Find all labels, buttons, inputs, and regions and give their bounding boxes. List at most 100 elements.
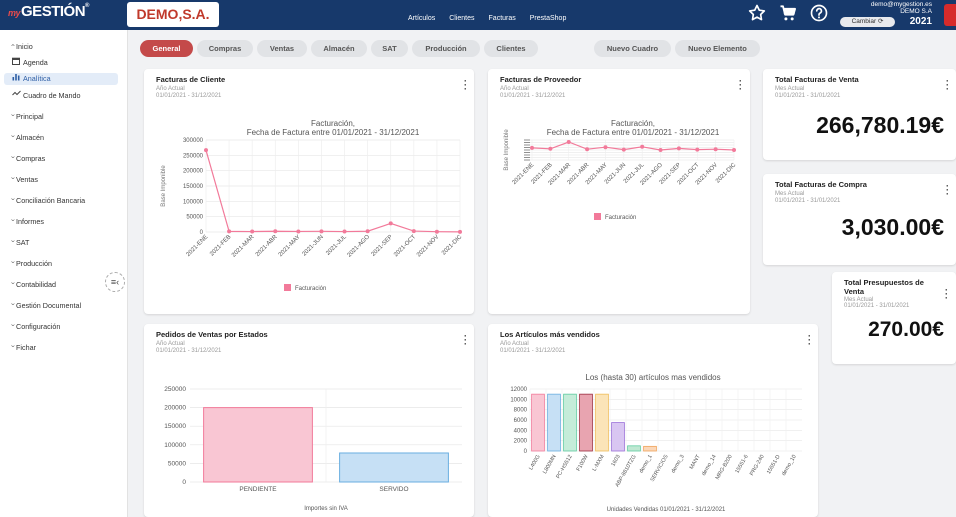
- sidebar-item-sat[interactable]: ›SAT: [8, 237, 29, 249]
- star-icon[interactable]: [747, 3, 767, 23]
- sidebar-item-compras[interactable]: ›Compras: [8, 153, 45, 165]
- data-point: [585, 147, 590, 152]
- calendar-icon: [12, 57, 23, 69]
- y-tick-label: 10000: [510, 397, 527, 403]
- card-menu-icon[interactable]: · · ·: [808, 331, 811, 349]
- bar: [627, 445, 641, 452]
- card-facturas-proveedor: Facturas de Proveedor Año Actual 01/01/2…: [488, 69, 750, 314]
- tab-general[interactable]: General: [140, 40, 193, 57]
- tab-sat[interactable]: SAT: [371, 40, 408, 57]
- tab-ventas[interactable]: Ventas: [257, 40, 307, 57]
- sidebar-item-gestion-documental[interactable]: ›Gestión Documental: [8, 300, 81, 312]
- nav-articulos[interactable]: Artículos: [408, 15, 436, 22]
- data-point: [530, 145, 534, 150]
- y-tick-label: 50000: [168, 460, 186, 467]
- sidebar-item-fichar[interactable]: ›Fichar: [8, 342, 36, 354]
- fiscal-year[interactable]: 2021: [909, 16, 932, 27]
- sidebar-item-inicio[interactable]: ‹Inicio: [8, 41, 33, 53]
- series-line: [531, 141, 735, 151]
- card-total-ventas: Total Facturas de Venta Mes Actual 01/01…: [763, 69, 956, 160]
- sidebar-item-configuracion[interactable]: ›Configuración: [8, 321, 60, 333]
- bar: [339, 452, 449, 483]
- logo-registered: ®: [85, 3, 89, 9]
- bar: [579, 393, 593, 452]
- bar: [531, 393, 545, 452]
- chart-title-line: Fecha de Factura entre 01/01/2021 - 31/1…: [247, 128, 420, 137]
- y-tick-label: 100000: [183, 199, 204, 205]
- tab-produccion[interactable]: Producción: [412, 40, 480, 57]
- notification-tab[interactable]: [944, 4, 956, 26]
- new-board-button[interactable]: Nuevo Cuadro: [594, 40, 671, 57]
- new-element-button[interactable]: Nuevo Elemento: [675, 40, 760, 57]
- data-point: [227, 229, 232, 234]
- card-menu-icon[interactable]: · · ·: [946, 76, 949, 94]
- data-point: [713, 147, 718, 152]
- card-menu-icon[interactable]: · · ·: [946, 181, 949, 199]
- x-tick-label: 2021-NOV: [416, 234, 440, 258]
- collapse-sidebar-icon[interactable]: ≡‹: [105, 272, 125, 292]
- chevron-down-icon: ›: [9, 114, 16, 117]
- card-menu-icon[interactable]: · · ·: [945, 285, 948, 303]
- dashboard-icon: [12, 90, 23, 102]
- series-line: [205, 150, 461, 233]
- data-point: [411, 229, 416, 234]
- y-tick-label: 4000: [514, 428, 528, 434]
- data-point: [365, 229, 370, 234]
- help-icon[interactable]: [809, 3, 829, 23]
- x-tick-label: demo_1: [639, 454, 654, 474]
- cart-icon[interactable]: [778, 3, 798, 23]
- x-tick-label: 2021-ABR: [255, 234, 279, 258]
- bar: [643, 445, 657, 452]
- sidebar-item-agenda[interactable]: Agenda: [12, 57, 48, 69]
- y-tick-label: 6000: [514, 418, 528, 424]
- sidebar-item-cuadro-de-mando[interactable]: Cuadro de Mando: [12, 90, 81, 102]
- chevron-down-icon: ›: [9, 324, 16, 327]
- card-menu-icon[interactable]: · · ·: [739, 76, 742, 94]
- card-menu-icon[interactable]: · · ·: [464, 331, 467, 349]
- sidebar-item-analitica[interactable]: Analítica: [4, 73, 118, 85]
- nav-facturas[interactable]: Facturas: [488, 15, 516, 22]
- tab-compras[interactable]: Compras: [197, 40, 253, 57]
- sidebar-item-contabilidad[interactable]: ›Contabilidad: [8, 279, 56, 291]
- sidebar-item-label: Fichar: [16, 343, 36, 352]
- sidebar-item-principal[interactable]: ›Principal: [8, 111, 44, 123]
- card-menu-icon[interactable]: · · ·: [464, 76, 467, 94]
- app-logo[interactable]: myGESTIÓN®: [8, 3, 89, 20]
- change-company-button[interactable]: Cambiar ⟳: [840, 17, 895, 27]
- nav-prestashop[interactable]: PrestaShop: [529, 15, 567, 22]
- sidebar-item-label: Analítica: [23, 74, 51, 83]
- y-tick-label: 2000: [514, 439, 528, 445]
- sidebar-item-ventas[interactable]: ›Ventas: [8, 174, 38, 186]
- data-point: [695, 147, 700, 152]
- nav-clientes[interactable]: Clientes: [449, 15, 475, 22]
- sidebar-item-produccion[interactable]: ›Producción: [8, 258, 52, 270]
- card-period: Mes Actual: [844, 297, 874, 303]
- y-tick-label: 0: [182, 479, 186, 486]
- sidebar-item-label: Principal: [16, 112, 44, 121]
- sidebar-item-label: Almacén: [16, 133, 44, 142]
- sidebar-item-label: Ventas: [16, 175, 38, 184]
- user-company: DEMO S.A: [900, 8, 932, 15]
- data-point: [342, 229, 347, 234]
- sidebar-item-label: Compras: [16, 154, 46, 163]
- data-point: [676, 146, 681, 151]
- card-range: 01/01/2021 - 31/12/2021: [156, 348, 222, 354]
- card-title: Facturas de Cliente: [156, 75, 226, 84]
- sidebar-item-label: Contabilidad: [16, 280, 56, 289]
- company-button[interactable]: DEMO,S.A.: [127, 2, 219, 27]
- card-total-compra: Total Facturas de Compra Mes Actual 01/0…: [763, 174, 956, 265]
- y-tick-label: 200000: [183, 169, 204, 175]
- sidebar-item-almacen[interactable]: ›Almacén: [8, 132, 44, 144]
- data-point: [566, 140, 571, 144]
- x-tick-label: 2021-SEP: [371, 234, 395, 258]
- card-period: Año Actual: [156, 86, 185, 92]
- tab-almacen[interactable]: Almacén: [311, 40, 367, 57]
- tab-clientes[interactable]: Clientes: [484, 40, 538, 57]
- x-tick-label: L800MN: [542, 454, 558, 475]
- sidebar-item-conciliacion-bancaria[interactable]: ›Conciliación Bancaria: [8, 195, 85, 207]
- y-tick-label: 12000: [510, 387, 527, 393]
- sidebar-item-informes[interactable]: ›Informes: [8, 216, 44, 228]
- bar: [203, 407, 313, 483]
- x-tick-label: 2021-MAR: [231, 234, 256, 259]
- chart-title-line: Facturación,: [311, 119, 355, 128]
